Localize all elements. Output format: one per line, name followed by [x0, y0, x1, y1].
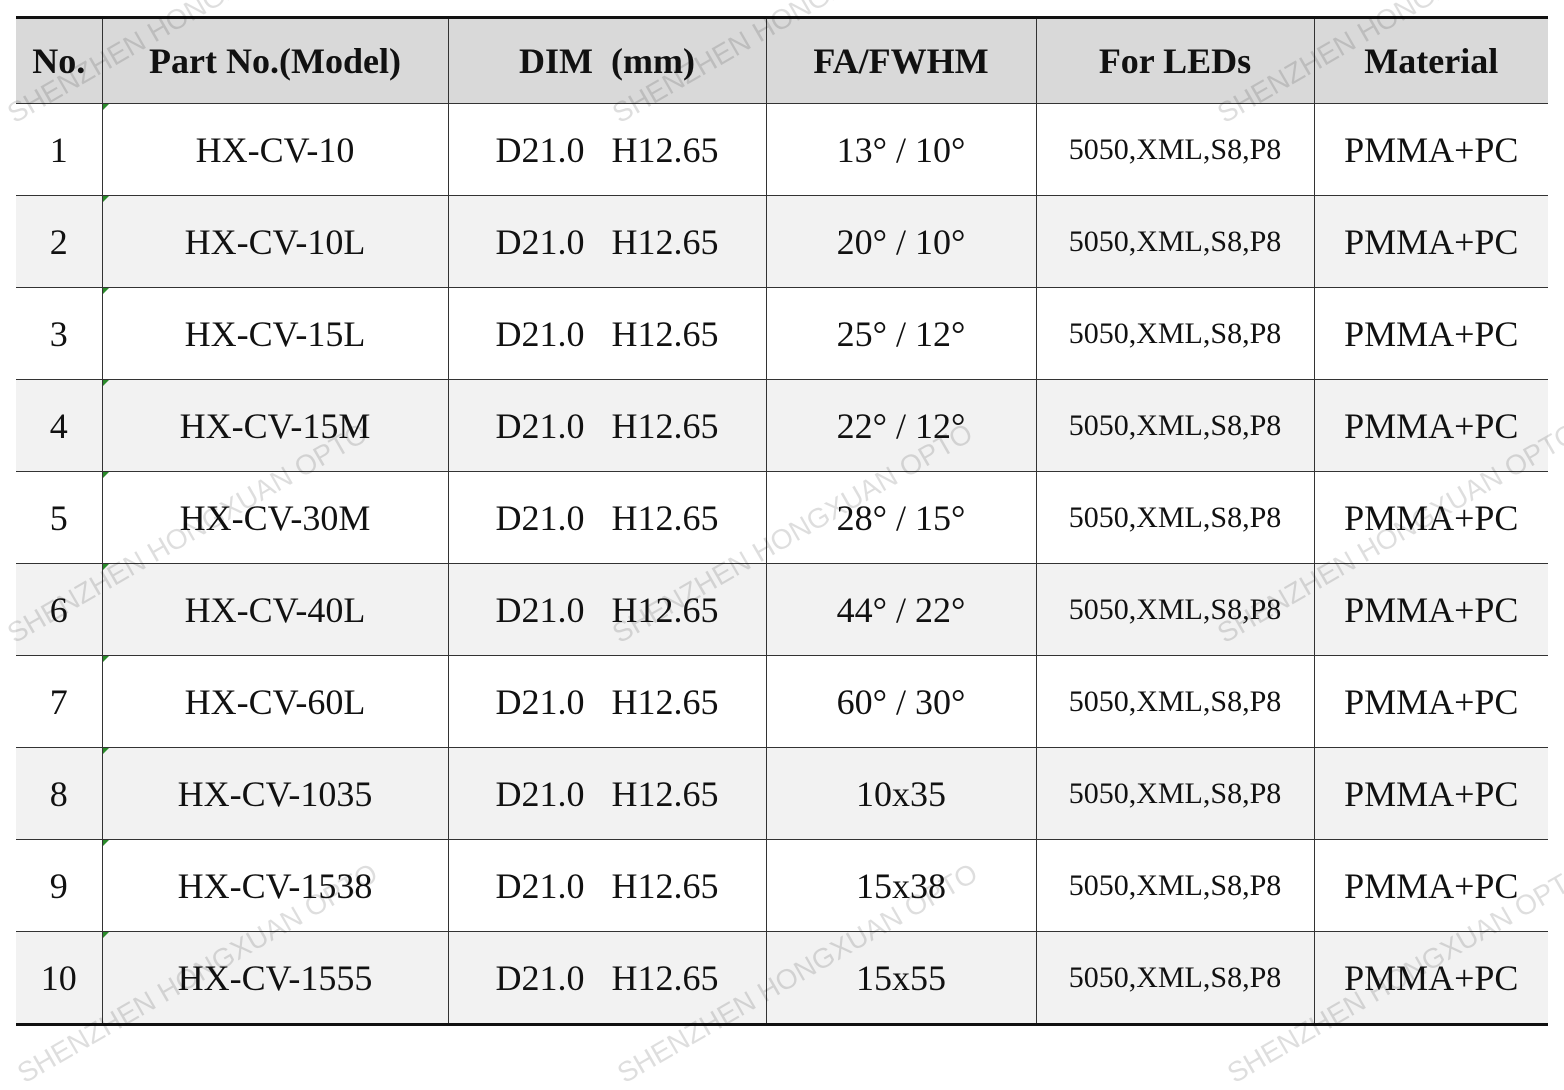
table-cell: PMMA+PC: [1313, 195, 1548, 288]
table-cell: PMMA+PC: [1313, 747, 1548, 840]
table-cell: HX-CV-1538: [101, 839, 449, 932]
table-row: 6 HX-CV-40L D21.0 H12.65 44° / 22° 5050,XML,…: [16, 563, 1548, 656]
table-cell: 5050,XML,S8,P8: [1035, 655, 1315, 748]
table-row: 9 HX-CV-1538 D21.0 H12.65 15x38 5050,XML,S8,…: [16, 839, 1548, 932]
table-cell: PMMA+PC: [1313, 379, 1548, 472]
table-cell: D21.0 H12.65: [447, 655, 767, 748]
table-cell: HX-CV-40L: [101, 563, 449, 656]
table-cell: 10x35: [765, 747, 1037, 840]
table-cell: D21.0 H12.65: [447, 747, 767, 840]
table-row: 2 HX-CV-10L D21.0 H12.65 20° / 10° 5050,XML,…: [16, 195, 1548, 288]
table-cell: HX-CV-15L: [101, 287, 449, 380]
table-cell: HX-CV-15M: [101, 379, 449, 472]
table-cell: D21.0 H12.65: [447, 931, 767, 1025]
table-row: 4 HX-CV-15M D21.0 H12.65 22° / 12° 5050,XML,…: [16, 379, 1548, 472]
table-cell: 5050,XML,S8,P8: [1035, 931, 1315, 1025]
table-cell: 28° / 15°: [765, 471, 1037, 564]
table-cell: PMMA+PC: [1313, 931, 1548, 1025]
table-cell: 5050,XML,S8,P8: [1035, 747, 1315, 840]
table-cell: HX-CV-10: [101, 103, 449, 196]
table-cell: PMMA+PC: [1313, 655, 1548, 748]
table-body: 1 HX-CV-10 D21.0 H12.65 13° / 10° 5050,XML,S…: [16, 103, 1548, 1025]
header-row: No. Part No.(Model) DIM (mm) FA/FWHM For LED…: [16, 17, 1548, 104]
table-cell: PMMA+PC: [1313, 563, 1548, 656]
table-cell: PMMA+PC: [1313, 287, 1548, 380]
table-row: 1 HX-CV-10 D21.0 H12.65 13° / 10° 5050,XML,S…: [16, 103, 1548, 196]
table-cell: PMMA+PC: [1313, 471, 1548, 564]
table-cell: 5050,XML,S8,P8: [1035, 563, 1315, 656]
table-cell: 9: [16, 839, 103, 932]
table-cell: 10: [16, 931, 103, 1025]
table-cell: 6: [16, 563, 103, 656]
table-cell: 5050,XML,S8,P8: [1035, 471, 1315, 564]
table-cell: 5050,XML,S8,P8: [1035, 195, 1315, 288]
table-cell: HX-CV-1035: [101, 747, 449, 840]
table-cell: 1: [16, 103, 103, 196]
table-cell: HX-CV-30M: [101, 471, 449, 564]
table-cell: PMMA+PC: [1313, 839, 1548, 932]
table-cell: 44° / 22°: [765, 563, 1037, 656]
table-cell: D21.0 H12.65: [447, 287, 767, 380]
table-row: 5 HX-CV-30M D21.0 H12.65 28° / 15° 5050,XML,…: [16, 471, 1548, 564]
header-cell: No.: [16, 17, 103, 104]
table-cell: 7: [16, 655, 103, 748]
table-cell: 13° / 10°: [765, 103, 1037, 196]
table-cell: D21.0 H12.65: [447, 379, 767, 472]
table-cell: D21.0 H12.65: [447, 839, 767, 932]
table-cell: 5050,XML,S8,P8: [1035, 103, 1315, 196]
table-row: 10 HX-CV-1555 D21.0 H12.65 15x55 5050,XML,S8…: [16, 931, 1548, 1025]
header-cell: DIM (mm): [447, 17, 767, 104]
header-cell: FA/FWHM: [765, 17, 1037, 104]
table-cell: 15x55: [765, 931, 1037, 1025]
table-cell: HX-CV-10L: [101, 195, 449, 288]
table-row: 8 HX-CV-1035 D21.0 H12.65 10x35 5050,XML,S8,…: [16, 747, 1548, 840]
table-cell: PMMA+PC: [1313, 103, 1548, 196]
table-cell: 15x38: [765, 839, 1037, 932]
table-cell: 60° / 30°: [765, 655, 1037, 748]
table-cell: D21.0 H12.65: [447, 563, 767, 656]
table-cell: 2: [16, 195, 103, 288]
header-cell: Material: [1313, 17, 1548, 104]
table-cell: 5050,XML,S8,P8: [1035, 287, 1315, 380]
table-cell: HX-CV-1555: [101, 931, 449, 1025]
table-cell: 5050,XML,S8,P8: [1035, 379, 1315, 472]
table-cell: 25° / 12°: [765, 287, 1037, 380]
table-cell: 4: [16, 379, 103, 472]
table-cell: 3: [16, 287, 103, 380]
header-cell: For LEDs: [1035, 17, 1315, 104]
table-cell: 22° / 12°: [765, 379, 1037, 472]
header-cell: Part No.(Model): [101, 17, 449, 104]
table-cell: 20° / 10°: [765, 195, 1037, 288]
table-cell: HX-CV-60L: [101, 655, 449, 748]
table-cell: D21.0 H12.65: [447, 103, 767, 196]
table-cell: D21.0 H12.65: [447, 195, 767, 288]
table-cell: 8: [16, 747, 103, 840]
table-cell: 5: [16, 471, 103, 564]
table-cell: 5050,XML,S8,P8: [1035, 839, 1315, 932]
table-row: 3 HX-CV-15L D21.0 H12.65 25° / 12° 5050,XML,…: [16, 287, 1548, 380]
table-cell: D21.0 H12.65: [447, 471, 767, 564]
spec-table: No. Part No.(Model) DIM (mm) FA/FWHM For LED…: [16, 16, 1548, 1026]
table-row: 7 HX-CV-60L D21.0 H12.65 60° / 30° 5050,XML,…: [16, 655, 1548, 748]
